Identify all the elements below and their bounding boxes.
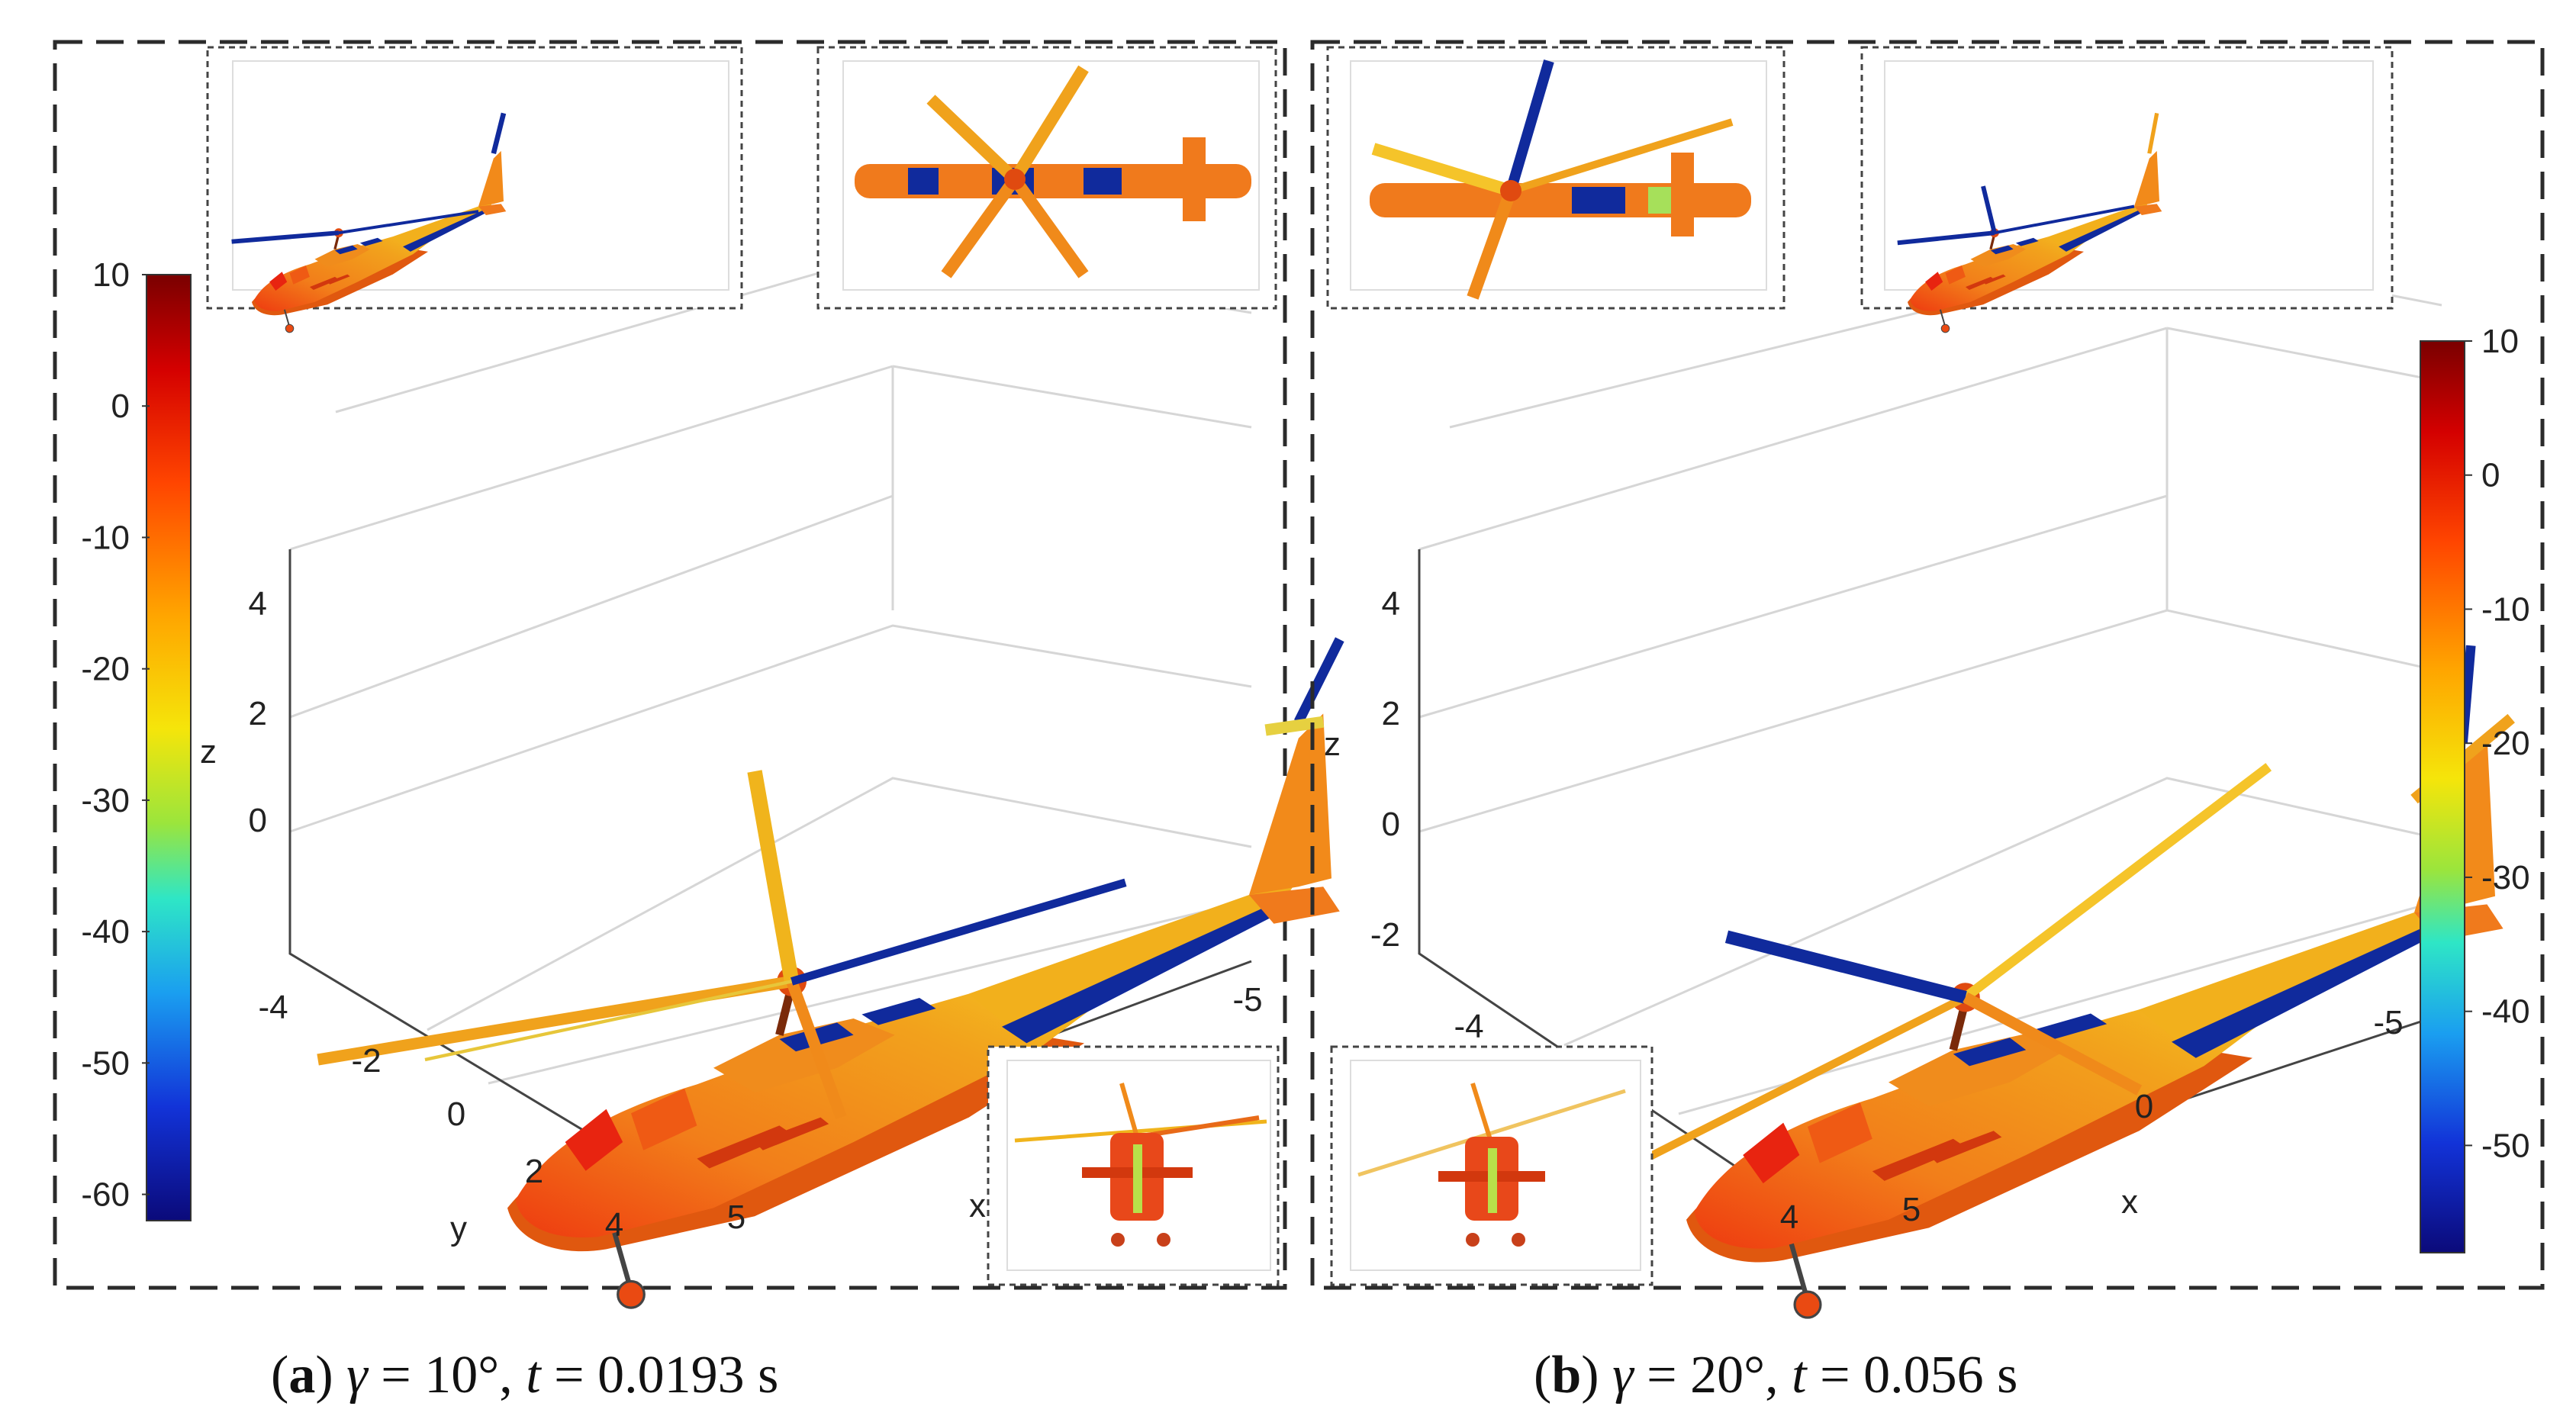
side-view-inset bbox=[1860, 46, 2394, 334]
colorbar-tick-label: -30 bbox=[2481, 859, 2530, 896]
caption-part: = 10°, bbox=[368, 1346, 526, 1405]
caption-part: ) bbox=[315, 1346, 346, 1405]
top-view-inset bbox=[816, 46, 1277, 310]
colorbar-tick-label: 0 bbox=[111, 388, 130, 425]
y-tick-label: 4 bbox=[605, 1206, 623, 1244]
panel-a: 100-10-20-30-40-50-60 bbox=[53, 40, 1344, 1405]
z-tick-label: -2 bbox=[1370, 916, 1400, 954]
x-tick-label: -5 bbox=[2373, 1004, 2403, 1041]
colorbar-tick-label: -40 bbox=[81, 913, 130, 951]
colorbar-tick-label: -60 bbox=[81, 1176, 130, 1214]
colorbar-a: 10 0 -10 -20 -30 -40 -50 -60 bbox=[81, 256, 192, 1221]
caption-part: = 0.0193 s bbox=[541, 1346, 779, 1405]
y-axis-label: y bbox=[450, 1210, 467, 1247]
y-tick-label: 0 bbox=[447, 1096, 465, 1133]
z-axis-label: z bbox=[1324, 726, 1341, 763]
y-tick-label: -4 bbox=[258, 989, 288, 1026]
caption-b: (b) γ = 20°, t = 0.056 s bbox=[1534, 1346, 2017, 1405]
y-tick-label: -4 bbox=[1454, 1008, 1483, 1045]
caption-part: t bbox=[1792, 1346, 1808, 1405]
z-tick-label: 2 bbox=[249, 695, 267, 732]
colorbar-b-gradient bbox=[2420, 340, 2465, 1253]
panel-a-dashed-border bbox=[53, 40, 1287, 1290]
colorbar-tick-label: 0 bbox=[2481, 457, 2500, 494]
z-tick-label: 2 bbox=[1382, 695, 1400, 732]
x-axis-label: x bbox=[2121, 1183, 2138, 1221]
x-tick-label: -5 bbox=[1232, 981, 1262, 1018]
caption-part: γ bbox=[346, 1346, 369, 1405]
top-view-inset bbox=[1326, 46, 1785, 310]
caption-part: t bbox=[526, 1346, 542, 1405]
colorbar-a-gradient bbox=[146, 274, 192, 1221]
caption-part: = 20°, bbox=[1634, 1346, 1792, 1405]
x-axis-label: x bbox=[969, 1187, 986, 1224]
helicopter-model-a bbox=[317, 637, 1344, 1308]
z-tick-label: 4 bbox=[1382, 585, 1400, 623]
z-tick-label: 4 bbox=[249, 585, 267, 623]
colorbar-tick-label: -30 bbox=[81, 782, 130, 819]
caption-part: ( bbox=[1534, 1346, 1551, 1405]
caption-part: b bbox=[1551, 1346, 1581, 1405]
colorbar-tick-label: -40 bbox=[2481, 993, 2530, 1031]
y-tick-label: 2 bbox=[525, 1153, 543, 1190]
side-view-inset bbox=[206, 46, 743, 334]
z-axis-label: z bbox=[200, 733, 217, 771]
colorbar-tick-label: -20 bbox=[81, 651, 130, 688]
colorbar-tick-label: -10 bbox=[2481, 590, 2530, 628]
colorbar-tick-label: -50 bbox=[2481, 1127, 2530, 1164]
x-tick-label: 5 bbox=[727, 1199, 745, 1236]
colorbar-tick-label: -10 bbox=[81, 519, 130, 556]
panel-b: 10 0 -10 -20 -30 -40 -50 4 2 0 -2 z -4 4 5 0 -5 x bbox=[1310, 40, 2545, 1405]
x-tick-label: 5 bbox=[1902, 1191, 1921, 1228]
colorbar-tick-label: -50 bbox=[81, 1044, 130, 1082]
helicopter-model-b bbox=[1522, 645, 2515, 1318]
front-view-inset bbox=[987, 1045, 1280, 1286]
caption-part: = 0.056 s bbox=[1807, 1346, 2018, 1405]
y-tick-label: 4 bbox=[1780, 1199, 1798, 1236]
panel-b-dashed-border bbox=[1310, 40, 2545, 1290]
colorbar-tick-label: 10 bbox=[92, 256, 130, 294]
caption-part: a bbox=[288, 1346, 315, 1405]
caption-a: (a) γ = 10°, t = 0.0193 s bbox=[271, 1346, 778, 1405]
caption-part: ) bbox=[1581, 1346, 1612, 1405]
front-view-inset bbox=[1330, 1045, 1653, 1286]
z-tick-label: 0 bbox=[249, 802, 267, 839]
colorbar-b: 10 0 -10 -20 -30 -40 -50 bbox=[2420, 323, 2530, 1253]
caption-part: γ bbox=[1612, 1346, 1635, 1405]
y-tick-label: -2 bbox=[351, 1042, 381, 1080]
z-tick-label: 0 bbox=[1382, 806, 1400, 843]
colorbar-tick-label: 10 bbox=[2481, 323, 2519, 360]
colorbar-tick-label: -20 bbox=[2481, 725, 2530, 762]
caption-part: ( bbox=[271, 1346, 288, 1405]
x-tick-label: 0 bbox=[2135, 1088, 2153, 1125]
